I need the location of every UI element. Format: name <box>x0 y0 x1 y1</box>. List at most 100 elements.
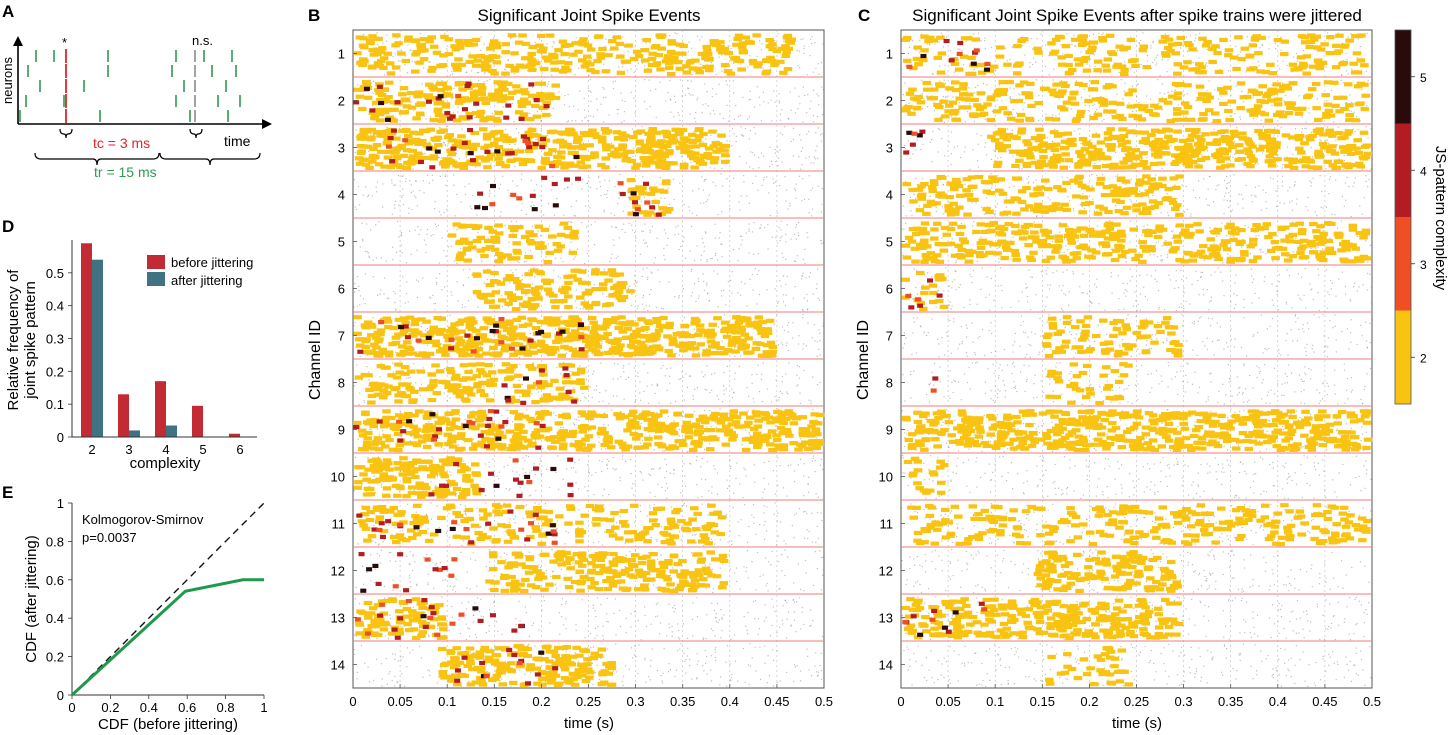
background-spike <box>730 638 732 641</box>
background-spike <box>739 588 741 590</box>
background-spike <box>537 59 539 61</box>
joint-spike-event <box>518 161 528 167</box>
background-spike <box>731 396 734 398</box>
background-spike <box>752 503 755 506</box>
joint-spike-event <box>574 49 583 54</box>
joint-spike-event <box>576 295 585 300</box>
background-spike <box>361 505 363 507</box>
background-spike <box>608 114 610 116</box>
background-spike <box>637 62 639 64</box>
joint-spike-event <box>712 149 721 154</box>
background-spike <box>516 185 518 187</box>
background-spike <box>605 96 607 99</box>
background-spike <box>794 188 796 190</box>
joint-spike-event <box>399 153 409 159</box>
background-spike <box>720 328 723 330</box>
background-spike <box>383 293 385 295</box>
background-spike <box>606 464 608 467</box>
background-spike <box>517 147 519 150</box>
joint-spike-event <box>541 112 551 118</box>
background-spike <box>559 224 561 226</box>
background-spike <box>822 574 824 576</box>
background-spike <box>720 676 722 678</box>
background-spike <box>646 331 648 334</box>
background-spike <box>431 174 433 176</box>
background-spike <box>369 428 371 430</box>
background-spike <box>553 269 555 271</box>
background-spike <box>446 208 448 210</box>
background-spike <box>798 597 800 599</box>
joint-spike-event <box>536 271 545 276</box>
background-spike <box>592 115 594 118</box>
background-spike <box>465 623 468 625</box>
joint-spike-event <box>411 38 421 43</box>
background-spike <box>614 186 616 188</box>
background-spike <box>571 183 573 185</box>
background-spike <box>461 602 463 604</box>
background-spike <box>456 262 458 265</box>
background-spike <box>706 426 708 428</box>
joint-spike-event <box>454 57 463 62</box>
background-spike <box>446 126 448 128</box>
background-spike <box>408 207 410 209</box>
background-spike <box>593 542 595 544</box>
background-spike <box>565 650 567 653</box>
background-spike <box>793 611 795 613</box>
background-spike <box>519 363 521 365</box>
joint-spike-event <box>367 64 377 69</box>
background-spike <box>739 294 742 296</box>
background-spike <box>391 679 393 682</box>
background-spike <box>604 531 606 533</box>
background-spike <box>683 236 685 238</box>
joint-spike-event <box>538 46 548 51</box>
background-spike <box>399 411 402 413</box>
background-spike <box>721 70 723 72</box>
background-spike <box>796 49 798 52</box>
joint-spike-event <box>688 140 697 145</box>
background-spike <box>503 552 505 554</box>
background-spike <box>524 119 527 122</box>
background-spike <box>381 678 383 680</box>
background-spike <box>510 685 512 687</box>
background-spike <box>559 286 561 288</box>
background-spike <box>614 469 616 471</box>
background-spike <box>392 579 394 581</box>
background-spike <box>596 109 598 111</box>
background-spike <box>526 70 529 72</box>
background-spike <box>800 458 802 461</box>
background-spike <box>793 601 796 603</box>
joint-spike-event <box>567 145 576 150</box>
background-spike <box>665 232 667 234</box>
background-spike <box>806 648 808 650</box>
joint-spike-event <box>486 115 495 120</box>
joint-spike-event <box>524 134 534 139</box>
background-spike <box>663 254 665 256</box>
background-spike <box>428 296 431 298</box>
background-spike <box>432 457 434 459</box>
background-spike <box>356 678 358 680</box>
background-spike <box>697 97 699 99</box>
background-spike <box>575 200 578 202</box>
joint-spike-event <box>521 41 530 46</box>
background-spike <box>726 685 728 687</box>
joint-spike-event <box>752 33 761 38</box>
background-spike <box>777 484 779 486</box>
background-spike <box>727 45 729 47</box>
background-spike <box>820 62 823 64</box>
joint-spike-event <box>484 238 493 244</box>
background-spike <box>364 273 367 275</box>
background-spike <box>664 458 666 461</box>
background-spike <box>808 491 810 494</box>
joint-spike-event <box>572 139 582 145</box>
background-spike <box>370 133 372 135</box>
joint-spike-event <box>372 130 381 135</box>
background-spike <box>586 490 588 492</box>
background-spike <box>743 566 745 568</box>
background-spike <box>608 460 610 462</box>
joint-spike-event <box>440 159 449 165</box>
joint-spike-event <box>400 110 410 115</box>
background-spike <box>560 426 562 429</box>
background-spike <box>602 86 604 89</box>
background-spike <box>656 558 659 560</box>
joint-spike-event <box>498 298 507 303</box>
